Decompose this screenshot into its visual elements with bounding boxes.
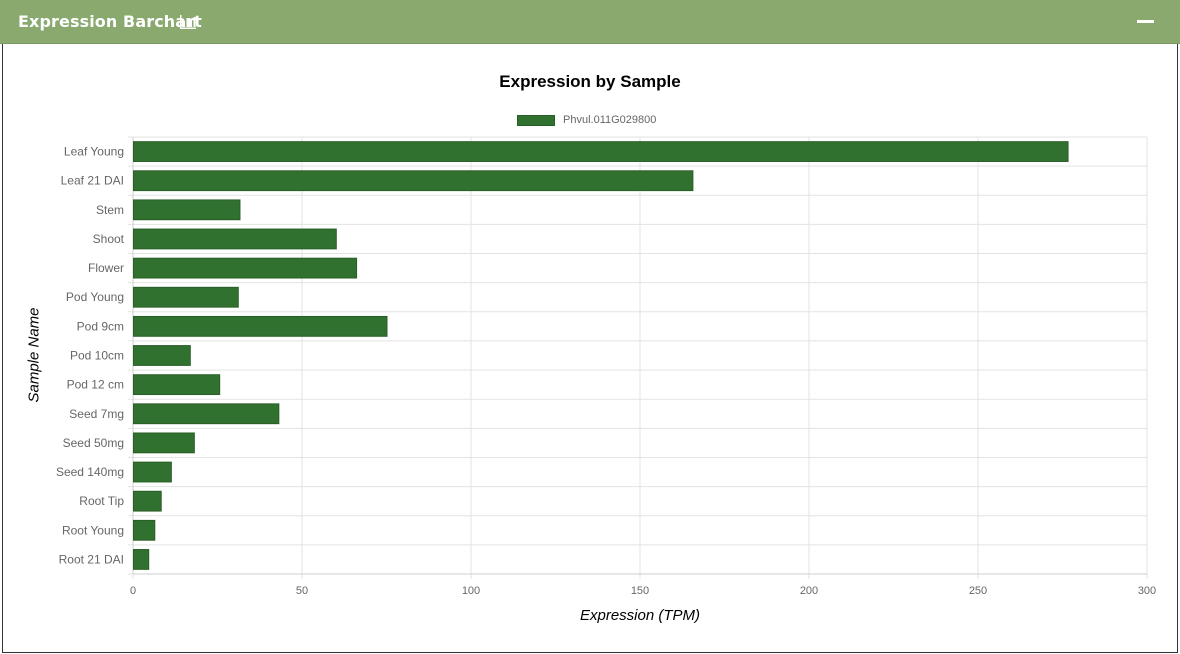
y-axis-title: Sample Name [25, 307, 43, 403]
minus-icon [1137, 20, 1154, 23]
category-label: Leaf Young [64, 145, 124, 159]
x-tick-label: 250 [969, 585, 987, 597]
bar [133, 257, 358, 279]
x-tick-label: 100 [462, 585, 480, 597]
category-label: Seed 7mg [69, 407, 124, 421]
bar [133, 141, 1069, 162]
bar [133, 519, 156, 541]
x-tick-label: 300 [1138, 585, 1156, 597]
x-tick-label: 200 [800, 585, 818, 597]
panel-title: Expression Barchart [18, 12, 202, 31]
bar [133, 170, 694, 192]
bar [133, 345, 191, 366]
x-tick-label: 50 [296, 585, 308, 597]
bar [133, 315, 388, 337]
bar [133, 403, 280, 425]
bar [133, 374, 221, 396]
category-label: Root Tip [79, 494, 124, 508]
category-label: Seed 50mg [63, 436, 124, 450]
bar [133, 286, 239, 308]
category-label: Seed 140mg [56, 465, 124, 479]
bar [133, 461, 172, 483]
collapse-button[interactable] [1136, 13, 1156, 31]
category-label: Pod 9cm [77, 319, 124, 333]
category-label: Root 21 DAI [59, 552, 124, 566]
category-label: Leaf 21 DAI [61, 174, 124, 188]
legend-label: Phvul.011G029800 [563, 114, 657, 126]
x-tick-label: 0 [130, 585, 136, 597]
panel-header: Expression Barchart [0, 0, 1180, 44]
category-label: Flower [88, 261, 124, 275]
bar [133, 432, 195, 454]
bar [133, 228, 337, 250]
bar [133, 549, 150, 570]
x-axis-title: Expression (TPM) [579, 607, 701, 624]
chart-title: Expression by Sample [499, 72, 681, 91]
category-label: Pod 12 cm [67, 378, 124, 392]
bar [133, 490, 162, 512]
bar-chart-icon [180, 15, 196, 29]
category-label: Pod Young [66, 290, 124, 304]
bar [133, 199, 241, 221]
legend-swatch [517, 115, 555, 126]
category-label: Pod 10cm [70, 349, 124, 363]
category-label: Stem [96, 203, 124, 217]
category-label: Shoot [93, 232, 125, 246]
x-tick-label: 150 [631, 585, 649, 597]
category-label: Root Young [62, 523, 124, 537]
